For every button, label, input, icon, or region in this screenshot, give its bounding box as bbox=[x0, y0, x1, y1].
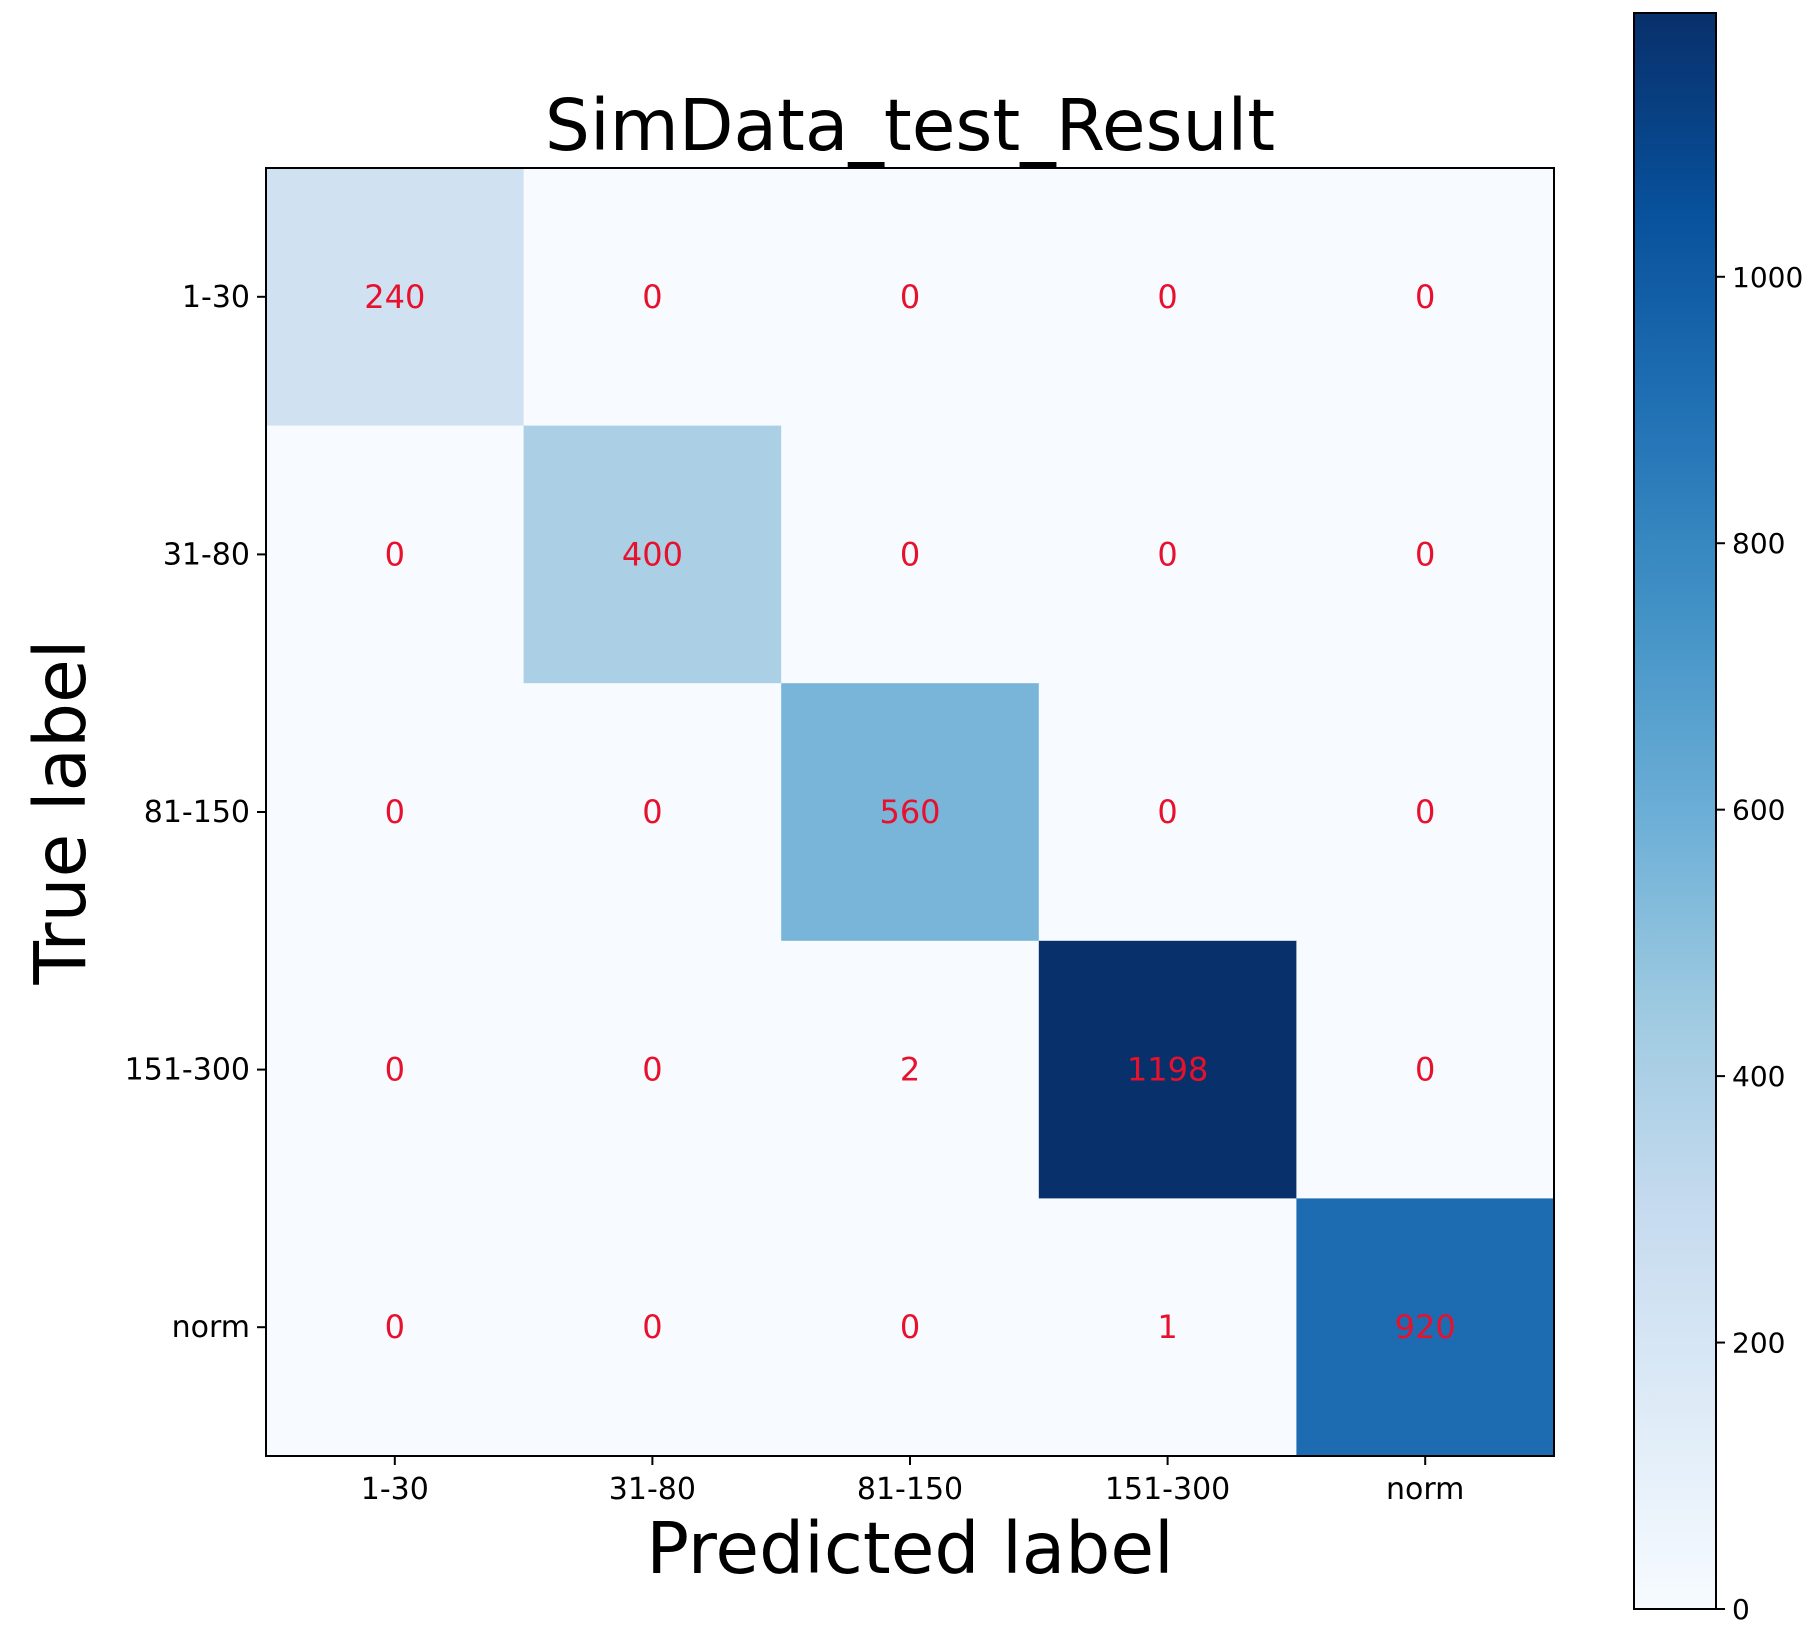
cell-value-r1-c2: 0 bbox=[900, 535, 920, 573]
heatmap-cell-r2-c4 bbox=[1296, 683, 1555, 942]
y-tick-label-3: 151-300 bbox=[125, 1053, 250, 1088]
colorbar-tick-label-2: 400 bbox=[1732, 1060, 1785, 1093]
cell-value-r1-c4: 0 bbox=[1415, 535, 1435, 573]
heatmap-cell-r0-c4 bbox=[1296, 168, 1555, 427]
heatmap-cells bbox=[266, 168, 1555, 1457]
colorbar-tick-label-3: 600 bbox=[1732, 794, 1785, 827]
x-axis-ticks: 1-30 31-80 81-150 151-300 norm bbox=[361, 1456, 1464, 1507]
heatmap-cell-r4-c2 bbox=[781, 1198, 1040, 1457]
colorbar-tick-label-0: 0 bbox=[1732, 1593, 1750, 1626]
cell-value-r0-c2: 0 bbox=[900, 278, 920, 316]
y-axis-ticks: 1-30 31-80 81-150 151-300 norm bbox=[125, 280, 266, 1345]
heatmap-cell-r1-c1 bbox=[523, 425, 782, 684]
heatmap-cell-r3-c2 bbox=[781, 940, 1040, 1199]
cell-value-r3-c2: 2 bbox=[900, 1051, 920, 1089]
colorbar bbox=[1633, 12, 1717, 1610]
colorbar-tick-label-5: 1000 bbox=[1732, 261, 1803, 294]
heatmap-cell-r2-c3 bbox=[1038, 683, 1297, 942]
heatmap-cell-r0-c3 bbox=[1038, 168, 1297, 427]
chart-title: SimData_test_Result bbox=[545, 84, 1275, 167]
heatmap-cell-r4-c0 bbox=[266, 1198, 525, 1457]
cell-value-r2-c0: 0 bbox=[385, 793, 405, 831]
heatmap-cell-r4-c4 bbox=[1296, 1198, 1555, 1457]
heatmap-cell-r4-c3 bbox=[1038, 1198, 1297, 1457]
cell-value-r0-c3: 0 bbox=[1157, 278, 1177, 316]
cell-value-r4-c4: 920 bbox=[1395, 1308, 1456, 1346]
x-tick-label-4: norm bbox=[1386, 1472, 1464, 1507]
heatmap-cell-r3-c0 bbox=[266, 940, 525, 1199]
y-tick-label-4: norm bbox=[172, 1310, 250, 1345]
x-tick-label-3: 151-300 bbox=[1105, 1472, 1230, 1507]
cell-value-r3-c0: 0 bbox=[385, 1051, 405, 1089]
heatmap-cell-r3-c3 bbox=[1038, 940, 1297, 1199]
cell-value-r4-c0: 0 bbox=[385, 1308, 405, 1346]
heatmap-cell-r3-c4 bbox=[1296, 940, 1555, 1199]
cell-value-r3-c3: 1198 bbox=[1127, 1051, 1208, 1089]
cell-value-r3-c4: 0 bbox=[1415, 1051, 1435, 1089]
heatmap-cell-r2-c2 bbox=[781, 683, 1040, 942]
colorbar-tick-label-4: 800 bbox=[1732, 527, 1785, 560]
y-tick-label-1: 31-80 bbox=[163, 537, 250, 572]
cell-value-r4-c1: 0 bbox=[642, 1308, 662, 1346]
cell-value-r2-c3: 0 bbox=[1157, 793, 1177, 831]
heatmap-cell-r3-c1 bbox=[523, 940, 782, 1199]
cell-value-r0-c4: 0 bbox=[1415, 278, 1435, 316]
cell-value-r4-c2: 0 bbox=[900, 1308, 920, 1346]
colorbar-tick-label-1: 200 bbox=[1732, 1327, 1785, 1360]
cell-value-r2-c2: 560 bbox=[879, 793, 940, 831]
heatmap-cell-r1-c2 bbox=[781, 425, 1040, 684]
heatmap-cell-r4-c1 bbox=[523, 1198, 782, 1457]
cell-value-r4-c3: 1 bbox=[1157, 1308, 1177, 1346]
heatmap-cell-r1-c3 bbox=[1038, 425, 1297, 684]
heatmap-cell-r0-c1 bbox=[523, 168, 782, 427]
heatmap-cell-r1-c4 bbox=[1296, 425, 1555, 684]
heatmap-cell-r2-c0 bbox=[266, 683, 525, 942]
x-tick-label-1: 31-80 bbox=[609, 1472, 696, 1507]
cell-value-labels: 240 0 0 0 0 0 400 0 0 0 0 0 560 0 0 0 0 2 1198 0 0 0 0 1 920 bbox=[364, 278, 1455, 1346]
x-tick-label-0: 1-30 bbox=[361, 1472, 429, 1507]
cell-value-r0-c0: 240 bbox=[364, 278, 425, 316]
cell-value-r0-c1: 0 bbox=[642, 278, 662, 316]
x-tick-label-2: 81-150 bbox=[857, 1472, 963, 1507]
cell-value-r1-c3: 0 bbox=[1157, 535, 1177, 573]
colorbar-ticks: 0 200 400 600 800 1000 bbox=[1716, 261, 1803, 1626]
y-axis-label: True label bbox=[19, 639, 102, 985]
cell-value-r1-c0: 0 bbox=[385, 535, 405, 573]
cell-value-r2-c4: 0 bbox=[1415, 793, 1435, 831]
cell-value-r1-c1: 400 bbox=[622, 535, 683, 573]
cell-value-r3-c1: 0 bbox=[642, 1051, 662, 1089]
heatmap-cell-r1-c0 bbox=[266, 425, 525, 684]
heatmap-cell-r2-c1 bbox=[523, 683, 782, 942]
x-axis-label: Predicted label bbox=[646, 1507, 1174, 1590]
cell-value-r2-c1: 0 bbox=[642, 793, 662, 831]
y-tick-label-2: 81-150 bbox=[144, 795, 250, 830]
heatmap-cell-r0-c0 bbox=[266, 168, 525, 427]
y-tick-label-0: 1-30 bbox=[182, 280, 250, 315]
heatmap-cell-r0-c2 bbox=[781, 168, 1040, 427]
